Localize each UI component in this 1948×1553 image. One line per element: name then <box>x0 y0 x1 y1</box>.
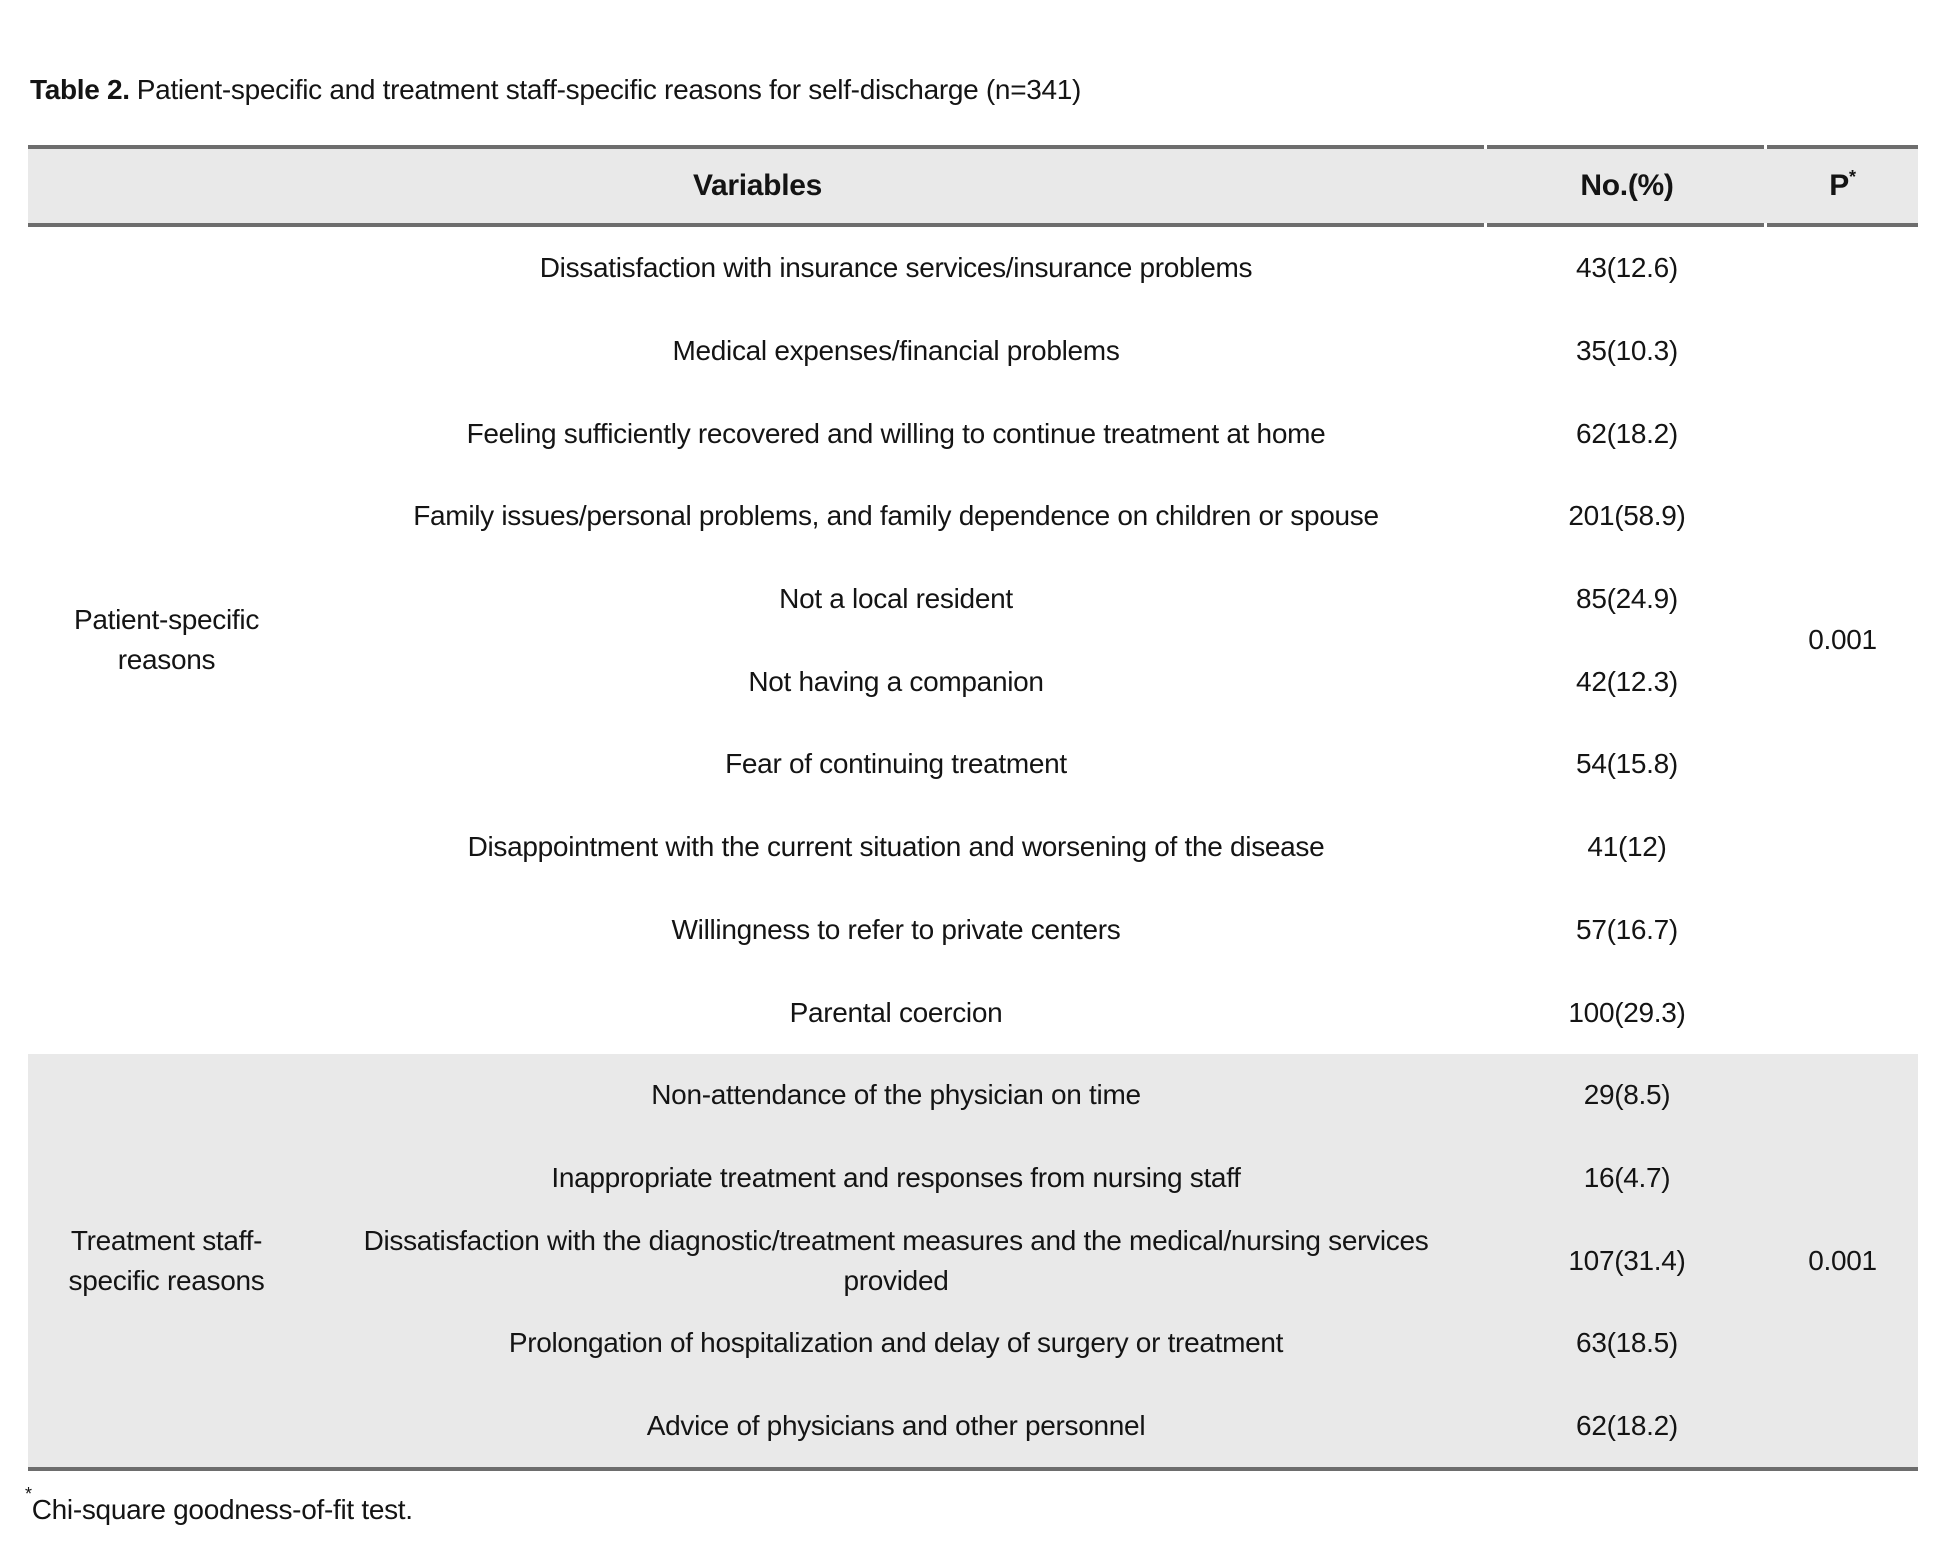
no-pct-cell: 57(16.7) <box>1576 913 1678 945</box>
variable-cell: Family issues/personal problems, and fam… <box>413 500 1379 532</box>
variable-cell: Non-attendance of the physician on time <box>651 1079 1141 1111</box>
no-pct-cell: 42(12.3) <box>1576 665 1678 697</box>
no-pct-cell: 62(18.2) <box>1576 1409 1678 1441</box>
no-pct-cell: 100(29.3) <box>1568 996 1686 1028</box>
no-pct-cell: 35(10.3) <box>1576 335 1678 367</box>
variable-cell: Not having a companion <box>748 665 1044 697</box>
no-pct-cell: 85(24.9) <box>1576 583 1678 615</box>
header-p: P * <box>1829 167 1856 202</box>
header-p-label: P <box>1829 169 1849 202</box>
no-pct-cell: 62(18.2) <box>1576 417 1678 449</box>
table-footnote: *Chi-square goodness-of-fit test. <box>25 1485 413 1526</box>
no-pct-cell: 41(12) <box>1587 831 1667 863</box>
header-border-notch <box>1764 223 1767 227</box>
variable-cell: Parental coercion <box>789 996 1003 1028</box>
no-pct-cell: 63(18.5) <box>1576 1327 1678 1359</box>
variable-cell: Fear of continuing treatment <box>725 748 1067 780</box>
header-no-pct: No.(%) <box>1580 169 1674 202</box>
table-body: Patient-specific reasons Dissatisfaction … <box>28 227 1918 1472</box>
p-value-cell: 0.001 <box>1808 624 1877 656</box>
table-caption-text: Patient-specific and treatment staff-spe… <box>136 74 1082 105</box>
table-header-row: Variables No.(%) P * <box>28 145 1918 227</box>
footnote-superscript: * <box>25 1483 32 1504</box>
table-caption-number: Table 2. <box>30 74 130 105</box>
variable-cell: Dissatisfaction with insurance services/… <box>539 252 1253 284</box>
no-pct-cell: 16(4.7) <box>1583 1161 1671 1193</box>
no-pct-cell: 29(8.5) <box>1583 1079 1671 1111</box>
table-caption: Table 2. Patient-specific and treatment s… <box>30 72 1081 108</box>
no-pct-cell: 107(31.4) <box>1568 1244 1686 1276</box>
no-pct-cell: 54(15.8) <box>1576 748 1678 780</box>
category-label: Patient-specific reasons <box>73 604 260 676</box>
category-label: Treatment staff-specific reasons <box>68 1224 265 1296</box>
no-pct-cell: 43(12.6) <box>1576 252 1678 284</box>
variable-cell: Medical expenses/financial problems <box>672 335 1120 367</box>
reasons-table: Variables No.(%) P * Patient-specific rea… <box>28 145 1918 1472</box>
variable-cell: Feeling sufficiently recovered and willi… <box>466 417 1326 449</box>
variable-cell: Disappointment with the current situatio… <box>467 831 1325 863</box>
variable-cell: Inappropriate treatment and responses fr… <box>551 1161 1241 1193</box>
variable-cell: Advice of physicians and other personnel <box>646 1409 1146 1441</box>
header-border-notch <box>1484 223 1487 227</box>
variable-cell: Prolongation of hospitalization and dela… <box>508 1327 1284 1359</box>
footnote-text: Chi-square goodness-of-fit test. <box>31 1494 413 1525</box>
header-border-notch <box>1484 145 1487 149</box>
header-border-notch <box>1764 145 1767 149</box>
no-pct-cell: 201(58.9) <box>1568 500 1686 532</box>
variable-cell: Willingness to refer to private centers <box>671 913 1121 945</box>
variable-cell: Not a local resident <box>779 583 1013 615</box>
table-section: Treatment staff-specific reasons Non-atte… <box>28 1053 1918 1468</box>
header-variables: Variables <box>692 169 823 202</box>
table-section: Patient-specific reasons Dissatisfaction … <box>28 227 1918 1054</box>
variable-cell: Dissatisfaction with the diagnostic/trea… <box>363 1224 1429 1296</box>
p-value-cell: 0.001 <box>1808 1244 1877 1276</box>
